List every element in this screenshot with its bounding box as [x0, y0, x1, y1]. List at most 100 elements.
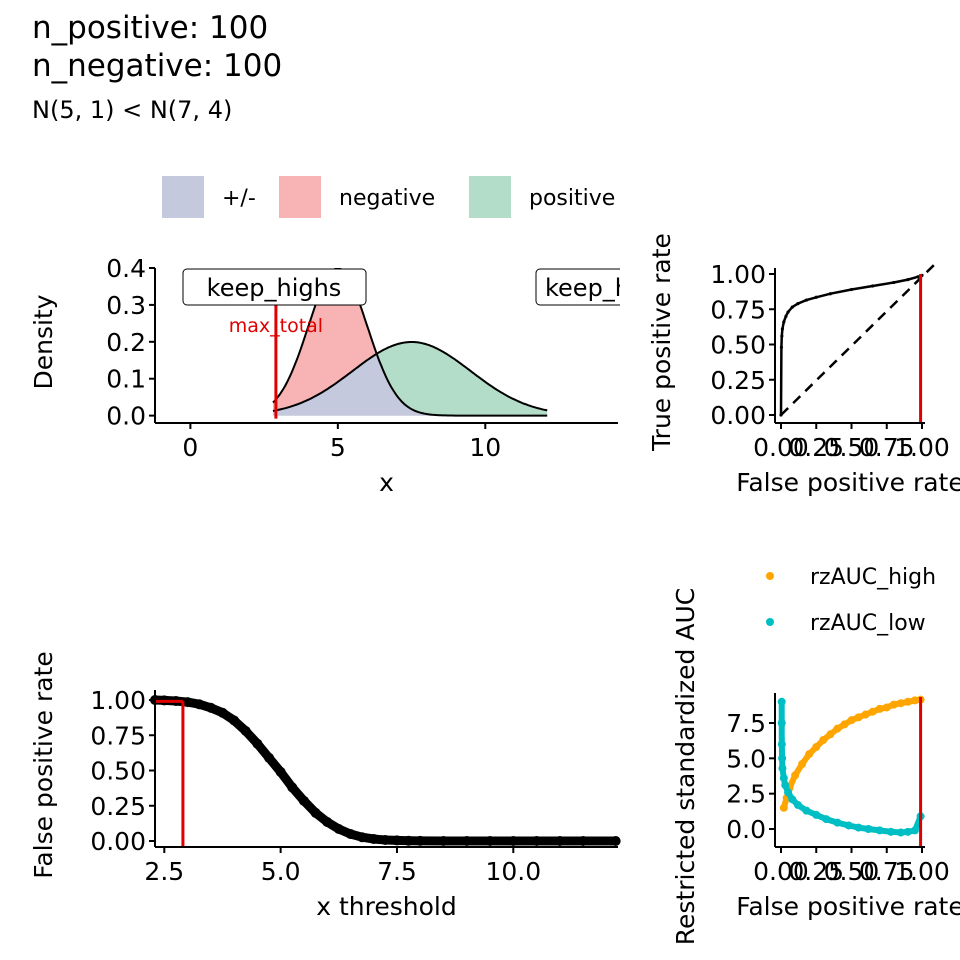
- rzAUC_low-point: [781, 781, 790, 790]
- fpr-point: [438, 836, 449, 846]
- rzAUC_high-point: [903, 697, 912, 706]
- fpr-point: [310, 807, 321, 818]
- rzAUC_low-point: [910, 826, 919, 835]
- roc-point: [849, 287, 854, 292]
- x-tick-label: 1.00: [894, 857, 950, 886]
- overlap-density-area: [272, 354, 548, 416]
- keep-highs-label-right: keep_highs: [545, 274, 680, 302]
- rzAUC_high-point: [833, 724, 842, 733]
- roc-point: [916, 275, 920, 279]
- legend-label: rzAUC_high: [810, 565, 936, 590]
- x-axis-title: x: [379, 468, 394, 497]
- y-tick-label: 0.50: [90, 757, 146, 786]
- fpr-point: [554, 836, 565, 846]
- title-line-1: n_positive: 100: [32, 10, 269, 46]
- roc-panel: 0.000.250.500.751.000.000.250.500.751.00…: [647, 233, 960, 497]
- roc-point: [780, 327, 785, 331]
- rzAUC_high-point: [819, 735, 828, 744]
- fpr-point: [531, 836, 542, 846]
- fpr-point: [368, 834, 379, 845]
- y-tick-label: 0.1: [106, 365, 146, 394]
- x-tick-label: 0.00: [753, 857, 809, 886]
- rzAUC_low-point: [864, 825, 873, 833]
- y-tick-label: 0.3: [106, 291, 146, 320]
- y-axis-title: Restricted standardized AUC: [671, 588, 700, 945]
- fpr-point: [322, 816, 333, 827]
- rzAUC_low-point: [779, 774, 788, 783]
- rzAUC_high-point: [861, 710, 870, 719]
- rzAUC_low-point: [844, 821, 853, 830]
- roc-point: [779, 413, 783, 417]
- fpr-point: [264, 752, 275, 763]
- x-tick-label: 5: [330, 433, 346, 462]
- keep-highs-label-box: [182, 268, 367, 306]
- y-tick-label: 7.5: [726, 709, 766, 738]
- rzAUC_low-point: [793, 800, 802, 809]
- roc-curve: [779, 274, 923, 416]
- y-tick-label: 0.00: [90, 827, 146, 856]
- x-tick-label: 5.0: [261, 857, 301, 886]
- fpr-point: [357, 832, 368, 843]
- x-tick-label: 10: [469, 433, 501, 462]
- x-tick-label: 0.25: [788, 857, 844, 886]
- fpr-point: [485, 836, 496, 846]
- y-tick-label: 0.0: [106, 402, 146, 431]
- rzAUC_high-point: [882, 703, 891, 712]
- roc-point: [906, 278, 910, 282]
- x-tick-label: 2.5: [144, 857, 184, 886]
- max-total-label: max_total: [229, 315, 323, 337]
- fpr-point: [182, 697, 193, 708]
- rzAUC_low-point: [802, 806, 811, 815]
- fpr-point: [461, 836, 472, 846]
- fpr-point: [345, 828, 356, 839]
- legend-key: [766, 572, 774, 580]
- roc-point: [782, 320, 786, 324]
- keep-highs-label: keep_highs: [207, 274, 342, 302]
- rzAUC_low-point: [854, 823, 863, 832]
- y-axis-title: False positive rate: [29, 651, 58, 879]
- fpr-curve-band: [150, 695, 621, 846]
- fpr-point: [508, 836, 519, 846]
- roc-point: [790, 305, 794, 309]
- y-tick-label: 2.5: [726, 780, 766, 809]
- fpr-point: [240, 726, 251, 737]
- roc-point: [786, 310, 790, 314]
- rzAUC_high-point: [868, 707, 877, 716]
- title-line-2: n_negative: 100: [32, 48, 283, 84]
- roc-point: [796, 302, 800, 306]
- fpr-point: [415, 835, 426, 846]
- roc-point: [779, 345, 784, 349]
- y-tick-label: 0.4: [106, 254, 146, 283]
- x-tick-label: 0.50: [824, 433, 880, 462]
- rzAUC_low-point: [886, 827, 895, 836]
- rzAUC_low-point: [822, 815, 831, 824]
- fpr-point: [391, 835, 402, 846]
- fpr-point: [298, 795, 309, 806]
- rzAUC_high-point: [875, 704, 884, 713]
- fpr-point: [333, 824, 344, 835]
- roc-point: [804, 298, 808, 302]
- y-tick-label: 1.00: [90, 686, 146, 715]
- y-tick-label: 0.00: [710, 401, 766, 430]
- y-axis-title: True positive rate: [647, 233, 676, 452]
- y-tick-label: 0.25: [710, 366, 766, 395]
- legend-key: [279, 176, 321, 218]
- keep-highs-label-right-group: keep_highs: [535, 268, 680, 306]
- fpr-point: [194, 699, 205, 710]
- fpr-point: [229, 715, 240, 726]
- density-legend: +/- negative positive: [162, 176, 615, 218]
- fpr-point: [610, 836, 621, 846]
- rzAUC_high-point: [798, 759, 807, 768]
- roc-point: [892, 280, 896, 285]
- legend-key: [469, 176, 511, 218]
- fpr-point: [217, 707, 228, 718]
- legend-label: positive: [529, 186, 615, 211]
- x-tick-label: 0.25: [788, 433, 844, 462]
- y-tick-label: 0.75: [710, 295, 766, 324]
- y-tick-label: 0.50: [710, 331, 766, 360]
- x-axis-title: False positive rate: [736, 892, 960, 921]
- rzAUC_low-point: [778, 754, 787, 763]
- positive-density-curve: [272, 341, 548, 412]
- y-tick-label: 0.75: [90, 721, 146, 750]
